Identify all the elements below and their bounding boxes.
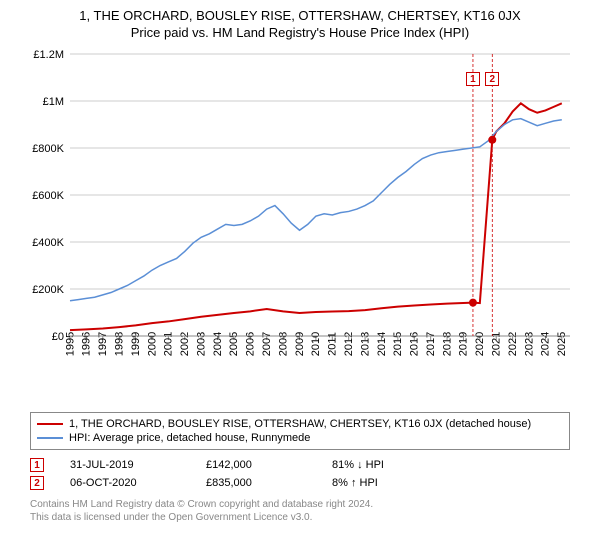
title-block: 1, THE ORCHARD, BOUSLEY RISE, OTTERSHAW,… [0, 0, 600, 42]
svg-text:2009: 2009 [294, 332, 306, 356]
svg-text:2025: 2025 [556, 332, 568, 356]
chart-area: £0 £200K £400K £600K £800K £1M £1.2M 1995 1996 19… [20, 46, 580, 376]
svg-text:2019: 2019 [458, 332, 470, 356]
svg-text:2022: 2022 [507, 332, 519, 356]
chart-container: 1, THE ORCHARD, BOUSLEY RISE, OTTERSHAW,… [0, 0, 600, 560]
svg-text:1997: 1997 [97, 332, 109, 356]
svg-text:£800K: £800K [32, 143, 64, 155]
legend-label-hpi: HPI: Average price, detached house, Runn… [69, 432, 310, 444]
svg-text:2015: 2015 [392, 332, 404, 356]
svg-text:2001: 2001 [163, 332, 175, 356]
footer-attribution: Contains HM Land Registry data © Crown c… [30, 498, 570, 524]
svg-text:1999: 1999 [130, 332, 142, 356]
svg-text:2020: 2020 [474, 332, 486, 356]
svg-text:2007: 2007 [261, 332, 273, 356]
svg-text:2012: 2012 [343, 332, 355, 356]
svg-text:2002: 2002 [179, 332, 191, 356]
legend: 1, THE ORCHARD, BOUSLEY RISE, OTTERSHAW,… [30, 412, 570, 450]
svg-text:2018: 2018 [441, 332, 453, 356]
event-marker-2: 2 [30, 476, 44, 490]
event-date-1: 31-JUL-2019 [70, 459, 180, 471]
footer-line-2: This data is licensed under the Open Gov… [30, 511, 570, 524]
svg-text:1998: 1998 [113, 332, 125, 356]
svg-text:2017: 2017 [425, 332, 437, 356]
svg-text:£400K: £400K [32, 237, 64, 249]
svg-text:2005: 2005 [228, 332, 240, 356]
event-marker-1: 1 [30, 458, 44, 472]
event-delta-2: 8% ↑ HPI [332, 477, 432, 489]
svg-text:1995: 1995 [64, 332, 76, 356]
line-chart-svg: £0 £200K £400K £600K £800K £1M £1.2M 1995 1996 19… [20, 46, 580, 376]
svg-text:2014: 2014 [376, 332, 388, 356]
chart-marker-2: 2 [485, 72, 499, 86]
svg-text:£200K: £200K [32, 284, 64, 296]
legend-row-property: 1, THE ORCHARD, BOUSLEY RISE, OTTERSHAW,… [37, 417, 563, 431]
events-table: 1 31-JUL-2019 £142,000 81% ↓ HPI 2 06-OC… [30, 456, 570, 492]
title-address: 1, THE ORCHARD, BOUSLEY RISE, OTTERSHAW,… [0, 8, 600, 23]
title-subtitle: Price paid vs. HM Land Registry's House … [0, 25, 600, 40]
event-price-1: £142,000 [206, 459, 306, 471]
legend-swatch-property [37, 423, 63, 425]
svg-text:1996: 1996 [81, 332, 93, 356]
event-delta-1: 81% ↓ HPI [332, 459, 432, 471]
svg-text:2010: 2010 [310, 332, 322, 356]
event-price-2: £835,000 [206, 477, 306, 489]
svg-text:2004: 2004 [212, 332, 224, 356]
legend-swatch-hpi [37, 437, 63, 439]
legend-row-hpi: HPI: Average price, detached house, Runn… [37, 431, 563, 445]
svg-text:£1.2M: £1.2M [33, 49, 64, 61]
svg-text:2000: 2000 [146, 332, 158, 356]
svg-text:£1M: £1M [43, 96, 64, 108]
legend-label-property: 1, THE ORCHARD, BOUSLEY RISE, OTTERSHAW,… [69, 418, 531, 430]
svg-text:£600K: £600K [32, 190, 64, 202]
svg-text:2006: 2006 [245, 332, 257, 356]
footer-line-1: Contains HM Land Registry data © Crown c… [30, 498, 570, 511]
event-row-1: 1 31-JUL-2019 £142,000 81% ↓ HPI [30, 456, 570, 474]
svg-text:2008: 2008 [277, 332, 289, 356]
event-row-2: 2 06-OCT-2020 £835,000 8% ↑ HPI [30, 474, 570, 492]
svg-text:2023: 2023 [523, 332, 535, 356]
svg-text:£0: £0 [52, 331, 64, 343]
event-date-2: 06-OCT-2020 [70, 477, 180, 489]
svg-text:2013: 2013 [359, 332, 371, 356]
svg-text:2016: 2016 [409, 332, 421, 356]
chart-marker-1: 1 [466, 72, 480, 86]
svg-text:2024: 2024 [540, 332, 552, 356]
svg-text:2003: 2003 [195, 332, 207, 356]
